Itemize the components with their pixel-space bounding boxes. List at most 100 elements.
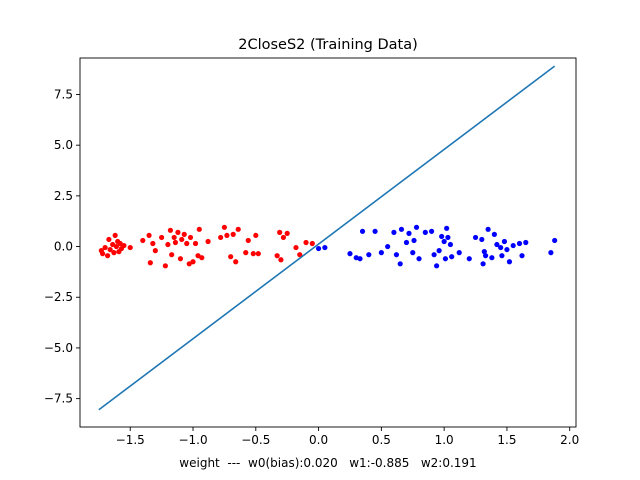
data-point-series-0: [274, 253, 280, 259]
data-point-series-0: [152, 248, 158, 254]
x-tick-label: 1.5: [497, 433, 516, 447]
data-point-series-1: [398, 226, 405, 232]
x-tick-label: 2.0: [560, 433, 579, 447]
data-point-series-1: [480, 261, 486, 267]
data-point-series-0: [167, 227, 174, 233]
data-point-series-0: [278, 257, 284, 263]
data-point-series-1: [519, 253, 525, 259]
data-point-series-0: [159, 234, 165, 241]
data-point-series-1: [449, 254, 455, 260]
data-point-series-0: [113, 243, 120, 250]
data-point-series-1: [431, 252, 437, 258]
data-point-series-0: [309, 240, 315, 247]
x-tick-label: −0.5: [241, 433, 270, 447]
data-point-series-1: [510, 242, 516, 249]
data-point-series-1: [516, 240, 523, 247]
axes: −1.5 −1.0 −0.5 0.0 0.5 1.0 1.5 2.0 −7.5 −5.0 −2.5 0…: [44, 57, 579, 447]
data-point-series-0: [280, 234, 287, 241]
data-point-series-0: [221, 224, 228, 230]
data-point-series-0: [255, 251, 261, 257]
data-point-series-0: [205, 238, 211, 245]
y-tick-label: −7.5: [44, 392, 73, 406]
data-point-series-1: [393, 252, 400, 258]
data-point-series-0: [277, 229, 283, 235]
y-tick-label: −2.5: [44, 290, 73, 304]
data-point-series-0: [146, 232, 152, 239]
data-point-series-0: [224, 232, 230, 239]
data-point-series-1: [445, 234, 451, 241]
data-point-series-0: [140, 237, 146, 244]
data-point-series-1: [359, 228, 366, 234]
data-point-series-0: [165, 241, 171, 248]
data-point-series-0: [253, 232, 259, 239]
data-point-series-0: [107, 246, 113, 253]
y-tick-label: 5.0: [54, 138, 73, 152]
y-tick-label: 0.0: [54, 240, 73, 254]
data-point-series-0: [196, 226, 202, 232]
data-point-series-1: [413, 224, 420, 230]
data-point-series-1: [372, 228, 378, 234]
data-point-series-1: [406, 230, 412, 236]
data-point-series-1: [436, 248, 442, 254]
y-tick-label: −5.0: [44, 341, 73, 355]
data-point-series-1: [481, 249, 487, 255]
data-point-series-1: [489, 255, 495, 261]
data-point-series-1: [548, 250, 554, 256]
data-point-series-0: [100, 251, 106, 257]
data-point-series-1: [552, 237, 558, 244]
data-point-series-0: [284, 230, 290, 236]
data-point-series-0: [171, 234, 177, 241]
x-tick-label: −1.0: [178, 433, 207, 447]
data-point-series-0: [177, 256, 184, 262]
data-point-series-0: [245, 237, 251, 244]
data-point-series-0: [233, 259, 239, 265]
data-point-series-0: [303, 239, 309, 246]
data-point-series-1: [403, 239, 410, 246]
y-tick-label: 2.5: [54, 189, 73, 203]
data-point-series-0: [102, 244, 108, 251]
data-point-series-0: [293, 244, 299, 251]
data-point-series-1: [434, 263, 440, 269]
data-point-series-1: [479, 236, 485, 243]
data-point-series-0: [150, 240, 156, 247]
x-tick-label: 1.0: [435, 433, 454, 447]
data-point-series-0: [190, 259, 196, 265]
data-point-series-1: [498, 244, 504, 251]
data-point-series-0: [250, 251, 256, 257]
data-point-series-0: [147, 260, 153, 266]
data-point-series-0: [297, 252, 303, 258]
plot-marks: [98, 65, 558, 411]
data-point-series-0: [228, 254, 234, 260]
data-point-series-0: [106, 236, 112, 243]
data-point-series-1: [411, 237, 417, 244]
data-point-series-0: [243, 250, 249, 256]
x-tick-label: 0.0: [309, 433, 328, 447]
data-point-series-1: [357, 256, 363, 262]
data-point-series-0: [111, 250, 117, 256]
data-point-series-0: [218, 234, 224, 241]
data-point-series-1: [416, 256, 422, 262]
data-point-series-1: [397, 261, 403, 267]
data-point-series-1: [504, 246, 510, 253]
data-point-series-1: [456, 250, 462, 256]
data-point-series-0: [181, 231, 187, 237]
data-point-series-1: [441, 238, 447, 245]
data-point-series-0: [169, 252, 175, 258]
data-point-series-0: [105, 253, 111, 259]
data-point-series-1: [466, 256, 472, 262]
data-point-series-1: [315, 245, 322, 252]
data-point-series-0: [192, 240, 199, 247]
data-point-series-0: [184, 240, 190, 247]
data-point-series-0: [112, 232, 118, 239]
y-tick-label: 7.5: [54, 87, 73, 101]
data-point-series-1: [391, 229, 397, 235]
data-point-series-1: [347, 251, 353, 257]
data-point-series-1: [491, 231, 497, 237]
data-point-series-0: [230, 231, 236, 237]
data-point-series-0: [187, 234, 194, 241]
x-axis-label: weight --- w0(bias):0.020 w1:-0.885 w2:0…: [179, 456, 476, 470]
data-point-series-0: [199, 255, 205, 261]
data-point-series-1: [499, 253, 505, 259]
data-point-series-0: [127, 244, 133, 251]
